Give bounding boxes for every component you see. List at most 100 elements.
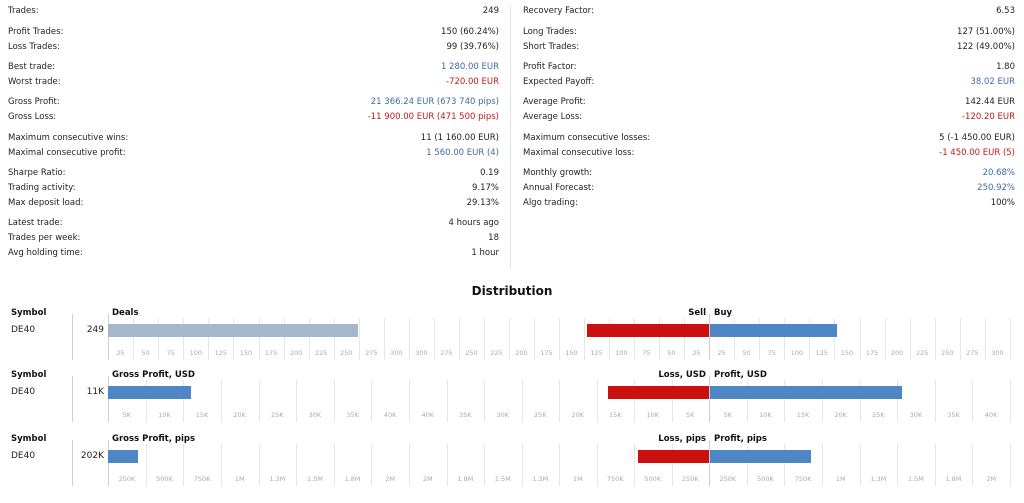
tick-label: 25: [717, 349, 726, 357]
gridline: [672, 444, 673, 486]
tick-label: 50: [667, 349, 676, 357]
gridline: [960, 318, 961, 360]
gridline: [447, 444, 448, 486]
gridline: [409, 380, 410, 422]
stat-label: Gross Loss:: [8, 112, 57, 122]
section-pos-header: Buy: [714, 308, 733, 318]
tick-label: 1.3M: [269, 475, 286, 483]
tick-label: 275: [440, 349, 453, 357]
tick-label: 125: [815, 349, 829, 357]
axis-line: [709, 314, 710, 360]
stat-value: 18: [488, 233, 499, 243]
gridline: [371, 380, 372, 422]
gridline: [609, 318, 610, 360]
bar-positive: [710, 324, 838, 337]
tick-label: 50: [141, 349, 150, 357]
stat-value: 38.02 EUR: [970, 77, 1015, 87]
bar-total: [108, 450, 139, 463]
gridline: [183, 380, 184, 422]
stat-label: Recovery Factor:: [523, 6, 594, 16]
tick-label: 20K: [233, 411, 246, 419]
section-left-header: Gross Profit, pips: [112, 434, 196, 444]
bar-total: [108, 386, 191, 399]
gridline: [534, 318, 535, 360]
tick-label: 10K: [158, 411, 171, 419]
section-neg-header: Loss, pips: [658, 434, 706, 444]
gridline: [509, 318, 510, 360]
gridline: [459, 318, 460, 360]
tick-label: 150: [239, 349, 253, 357]
bar-positive: [710, 386, 902, 399]
stat-label: Average Loss:: [523, 112, 583, 122]
tick-label: 175: [264, 349, 278, 357]
tick-label: 15K: [195, 411, 209, 419]
tick-label: 500K: [156, 475, 173, 483]
bar-total: [108, 324, 358, 337]
stat-row: Average Profit: 142.44 EUR: [523, 95, 1015, 109]
stat-row: Avg holding time: 1 hour: [8, 246, 499, 260]
section-neg-header: Loss, USD: [658, 370, 706, 380]
gridline: [672, 380, 673, 422]
stat-label: Algo trading:: [523, 198, 578, 208]
gridline: [784, 380, 785, 422]
section-pos-header: Profit, pips: [714, 434, 767, 444]
tick-label: 35K: [947, 411, 960, 419]
stat-row: Short Trades: 122 (49.00%): [523, 40, 1015, 54]
symbol-name: DE40: [11, 451, 36, 461]
gridline: [522, 444, 523, 486]
stat-value: 0.19: [480, 168, 499, 178]
symbol-header: Symbol: [11, 434, 47, 444]
gridline: [221, 380, 222, 422]
gridline: [1010, 380, 1011, 422]
gridline: [334, 318, 335, 360]
stat-value: 142.44 EUR: [965, 97, 1015, 107]
stat-value: 1 560.00 EUR (4): [426, 148, 499, 158]
stat-label: Maximum consecutive losses:: [523, 133, 651, 143]
tick-label: 175: [865, 349, 879, 357]
tick-label: 275: [365, 349, 378, 357]
gridline: [559, 380, 560, 422]
symbol-header: Symbol: [11, 308, 47, 318]
stat-value: 100%: [990, 198, 1015, 208]
tick-label: 500K: [757, 475, 774, 483]
tick-label: 1.5M: [494, 475, 511, 483]
tick-label: 125: [214, 349, 228, 357]
stat-label: Max deposit load:: [8, 198, 84, 208]
tick-label: 40K: [421, 411, 435, 419]
gridline: [259, 318, 260, 360]
gridline: [860, 444, 861, 486]
gridline: [784, 444, 785, 486]
tick-label: 1.3M: [870, 475, 887, 483]
gridline: [371, 444, 372, 486]
tick-label: 25: [692, 349, 701, 357]
tick-label: 50: [742, 349, 751, 357]
symbol-name: DE40: [11, 325, 36, 335]
stat-row: Long Trades: 127 (51.00%): [523, 25, 1015, 39]
gridline: [985, 318, 986, 360]
gridline: [597, 444, 598, 486]
tick-label: 200: [890, 349, 904, 357]
gridline: [910, 318, 911, 360]
symbol-divider: [72, 314, 73, 360]
gridline: [584, 318, 585, 360]
stat-row: Maximum consecutive wins: 11 (1 160.00 EU…: [8, 131, 499, 145]
stat-label: Gross Profit:: [8, 97, 60, 107]
gridline: [559, 444, 560, 486]
tick-label: 1.8M: [457, 475, 474, 483]
stat-value: -720.00 EUR: [445, 77, 499, 87]
stat-value: 29.13%: [466, 198, 499, 208]
tick-label: 250K: [118, 475, 136, 483]
tick-label: 250: [340, 349, 353, 357]
stat-value: 6.53: [996, 6, 1015, 16]
gridline: [484, 318, 485, 360]
stat-label: Monthly growth:: [523, 168, 593, 178]
gridline: [822, 380, 823, 422]
gridline: [146, 380, 147, 422]
stat-value: 21 366.24 EUR (673 740 pips): [370, 97, 499, 107]
total-label: 11K: [86, 387, 104, 397]
total-label: 202K: [80, 451, 104, 461]
bar-negative: [587, 324, 709, 337]
tick-label: 5K: [723, 411, 733, 419]
gridline: [484, 380, 485, 422]
tick-label: 1.8M: [945, 475, 962, 483]
